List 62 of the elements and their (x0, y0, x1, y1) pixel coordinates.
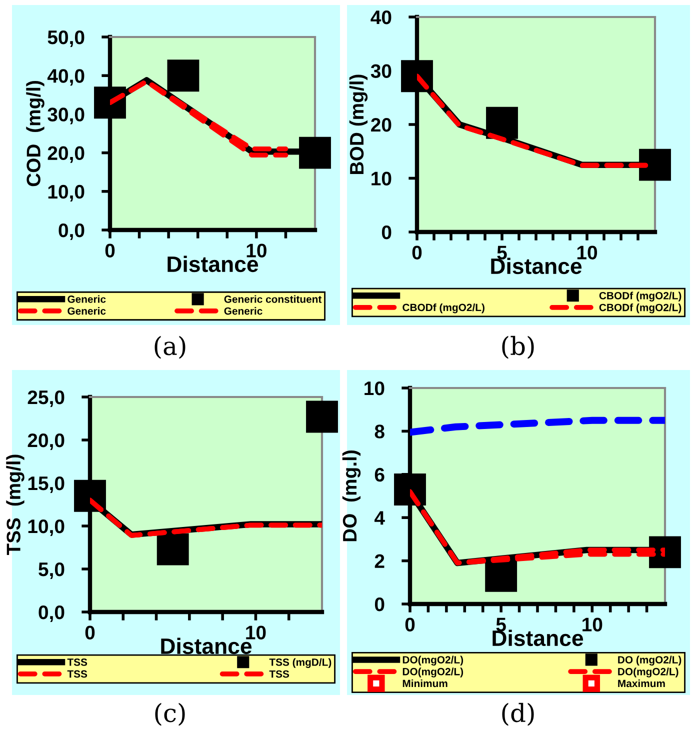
y-axis-title: DO (mg.l) (342, 450, 361, 542)
y-tick-label: 0,0 (58, 223, 84, 240)
y-tick-label: 50,0 (48, 30, 84, 48)
x-tick-label: 10 (246, 626, 266, 640)
legend-label: DO(mgO2/L) (618, 668, 678, 678)
y-axis-title: COD (mg/l) (26, 81, 44, 186)
legend-label: Maximum (618, 679, 665, 688)
y-tick-label: 10,0 (28, 519, 64, 536)
y-tick-label: 10,0 (48, 184, 84, 202)
legend-label: CBODf (mgO2/L) (599, 292, 682, 302)
y-tick-label: 40 (370, 10, 392, 24)
legend-label: TSS (67, 670, 88, 678)
x-axis-title: Distance (168, 256, 258, 272)
text: (b) (502, 336, 534, 359)
text: (d) (502, 702, 534, 726)
y-tick-label: 25,0 (28, 390, 64, 408)
x-tick-label: 5 (496, 618, 506, 632)
x-tick-label: 0 (412, 246, 422, 260)
x-tick-label: 0 (105, 244, 115, 258)
y-tick-label: 20 (371, 118, 392, 132)
y-tick-label: 20,0 (48, 146, 84, 163)
legend-label: TSS (67, 658, 88, 666)
legend-label: TSS (269, 670, 290, 678)
x-tick-label: 0 (405, 618, 415, 632)
y-tick-label: 30,0 (48, 108, 84, 124)
legend-label: Generic constituent (224, 295, 322, 303)
x-axis-title: Distance (161, 638, 252, 654)
legend-label: Minimum (402, 679, 448, 688)
y-tick-label: 8 (374, 424, 384, 438)
x-tick-label: 5 (497, 246, 507, 260)
x-tick-label: 10 (577, 246, 598, 260)
y-tick-label: 30 (370, 64, 392, 78)
legend-label: DO(mgO2/L) (402, 668, 464, 678)
legend-label: DO (mgO2/L) (618, 656, 682, 666)
y-tick-label: 6 (374, 468, 384, 482)
y-tick-label: 20,0 (28, 433, 64, 450)
y-axis-title: TSS (mg/l) (6, 454, 24, 556)
y-tick-label: 4 (374, 511, 385, 525)
y-tick-label: 15,0 (28, 476, 64, 494)
legend-label: Generic (68, 295, 106, 303)
x-axis-title: Distance (492, 630, 584, 646)
legend-label: Generic (68, 307, 106, 315)
legend-label: DO(mgO2/L) (402, 656, 464, 666)
legend-label: CBODf (mgO2/L) (599, 304, 682, 314)
y-tick-label: 10 (364, 381, 384, 396)
legend-label: CBODf (mgO2/L) (402, 303, 484, 314)
y-tick-label: 10 (372, 172, 392, 186)
x-tick-label: 10 (246, 244, 266, 258)
y-tick-label: 2 (374, 554, 384, 568)
text: (c) (155, 702, 185, 726)
x-tick-label: 0 (85, 626, 95, 640)
y-axis-title: BOD (mg/l) (349, 74, 368, 174)
y-tick-label: 40,0 (47, 69, 84, 86)
legend-label: TSS (mgD/L) (269, 658, 332, 668)
x-axis-title: Distance (491, 258, 582, 274)
text: (a) (154, 336, 186, 359)
legend-label: Generic (224, 307, 262, 315)
y-tick-label: 0 (374, 597, 384, 612)
y-tick-label: 5,0 (38, 562, 64, 580)
y-tick-label: 0 (382, 225, 392, 240)
x-tick-label: 10 (582, 618, 602, 632)
y-tick-label: 0,0 (38, 605, 64, 622)
